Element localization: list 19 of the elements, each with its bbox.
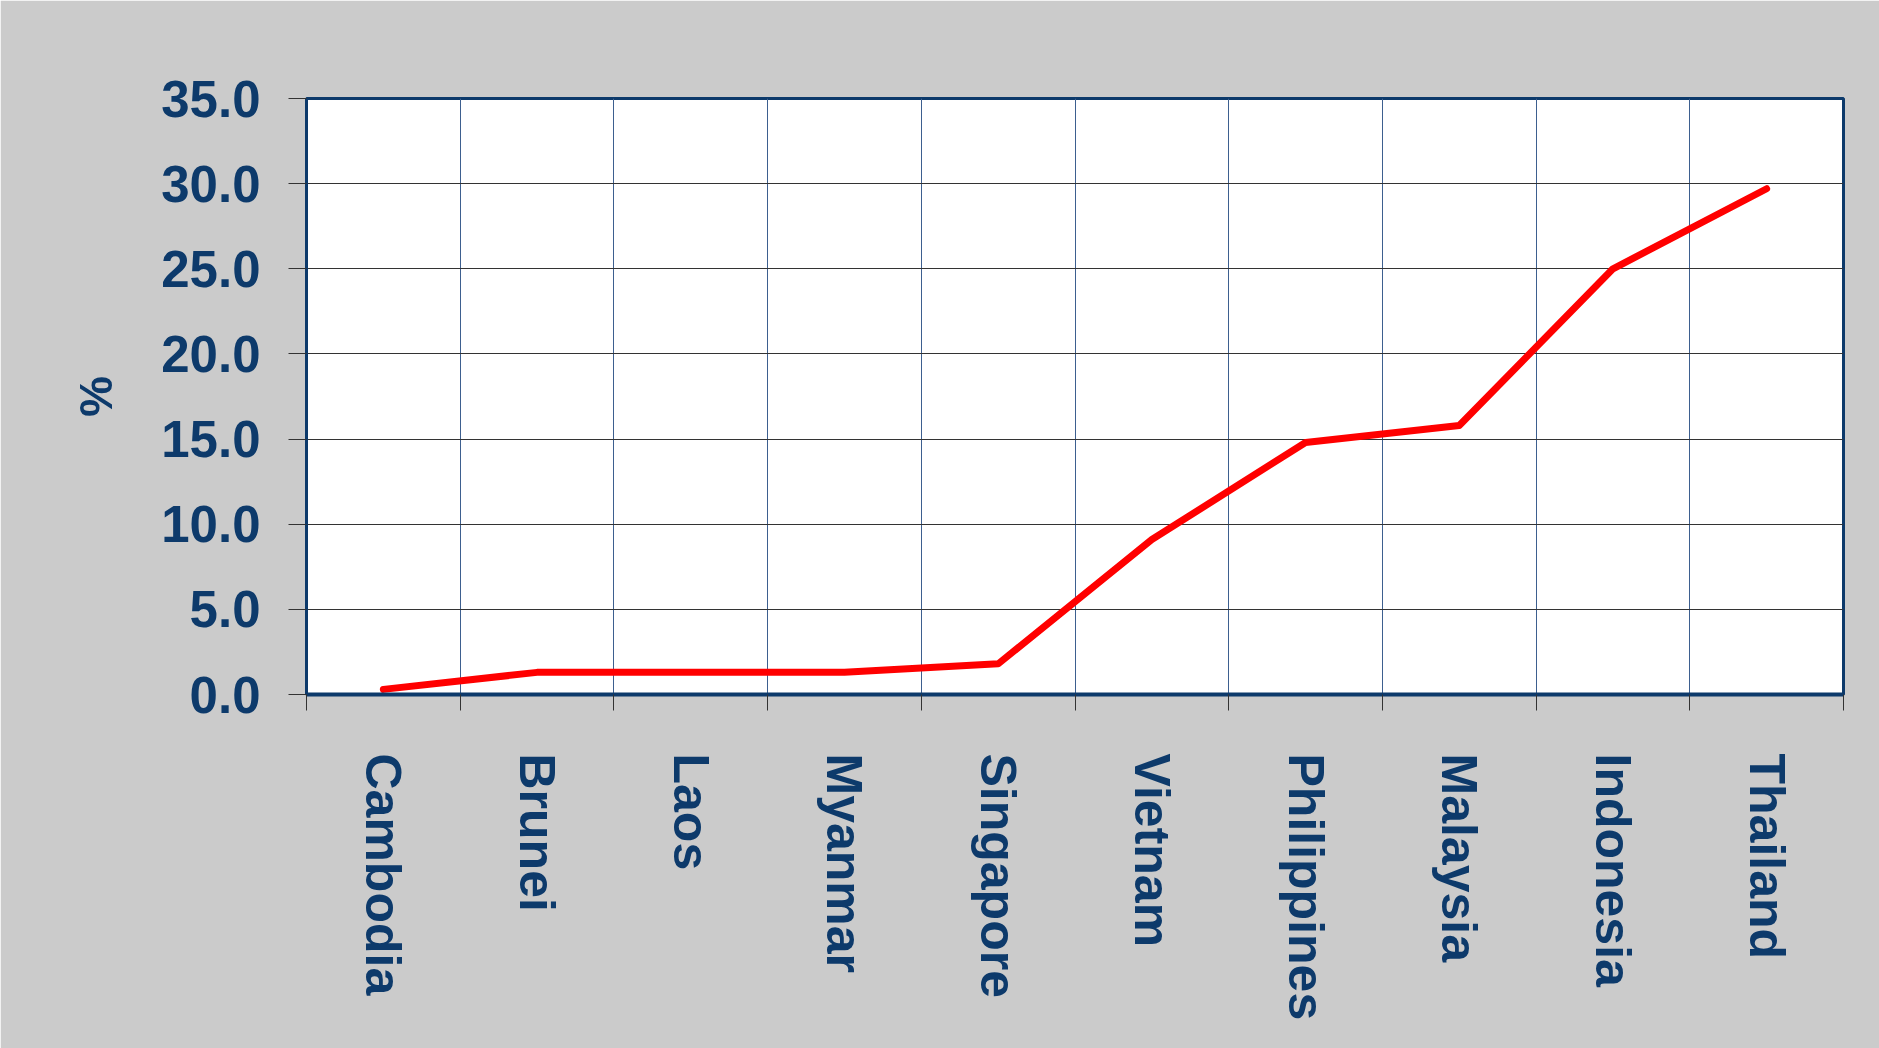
y-tick-label: 0.0 <box>189 666 261 724</box>
y-tick-label: 25.0 <box>161 240 261 298</box>
x-tick-label: Vietnam <box>1123 753 1180 948</box>
y-tick-label: 30.0 <box>161 155 261 213</box>
y-tick-label: 15.0 <box>161 411 261 469</box>
x-tick-label: Laos <box>662 753 719 871</box>
x-tick-label: Myanmar <box>816 753 873 974</box>
y-axis-title: % <box>70 376 123 417</box>
y-tick-label: 35.0 <box>161 70 261 128</box>
x-tick-label: Singapore <box>970 753 1027 998</box>
x-tick-label: Philippines <box>1277 753 1334 1021</box>
y-tick-label: 20.0 <box>161 325 261 383</box>
x-tick-label: Thailand <box>1738 753 1795 960</box>
x-tick-label: Malaysia <box>1431 753 1488 964</box>
x-tick-label: Brunei <box>509 753 566 912</box>
y-tick-label: 5.0 <box>189 581 261 639</box>
x-tick-label: Indonesia <box>1584 753 1641 989</box>
y-tick-label: 10.0 <box>161 496 261 554</box>
x-tick-label: Cambodia <box>355 753 412 997</box>
